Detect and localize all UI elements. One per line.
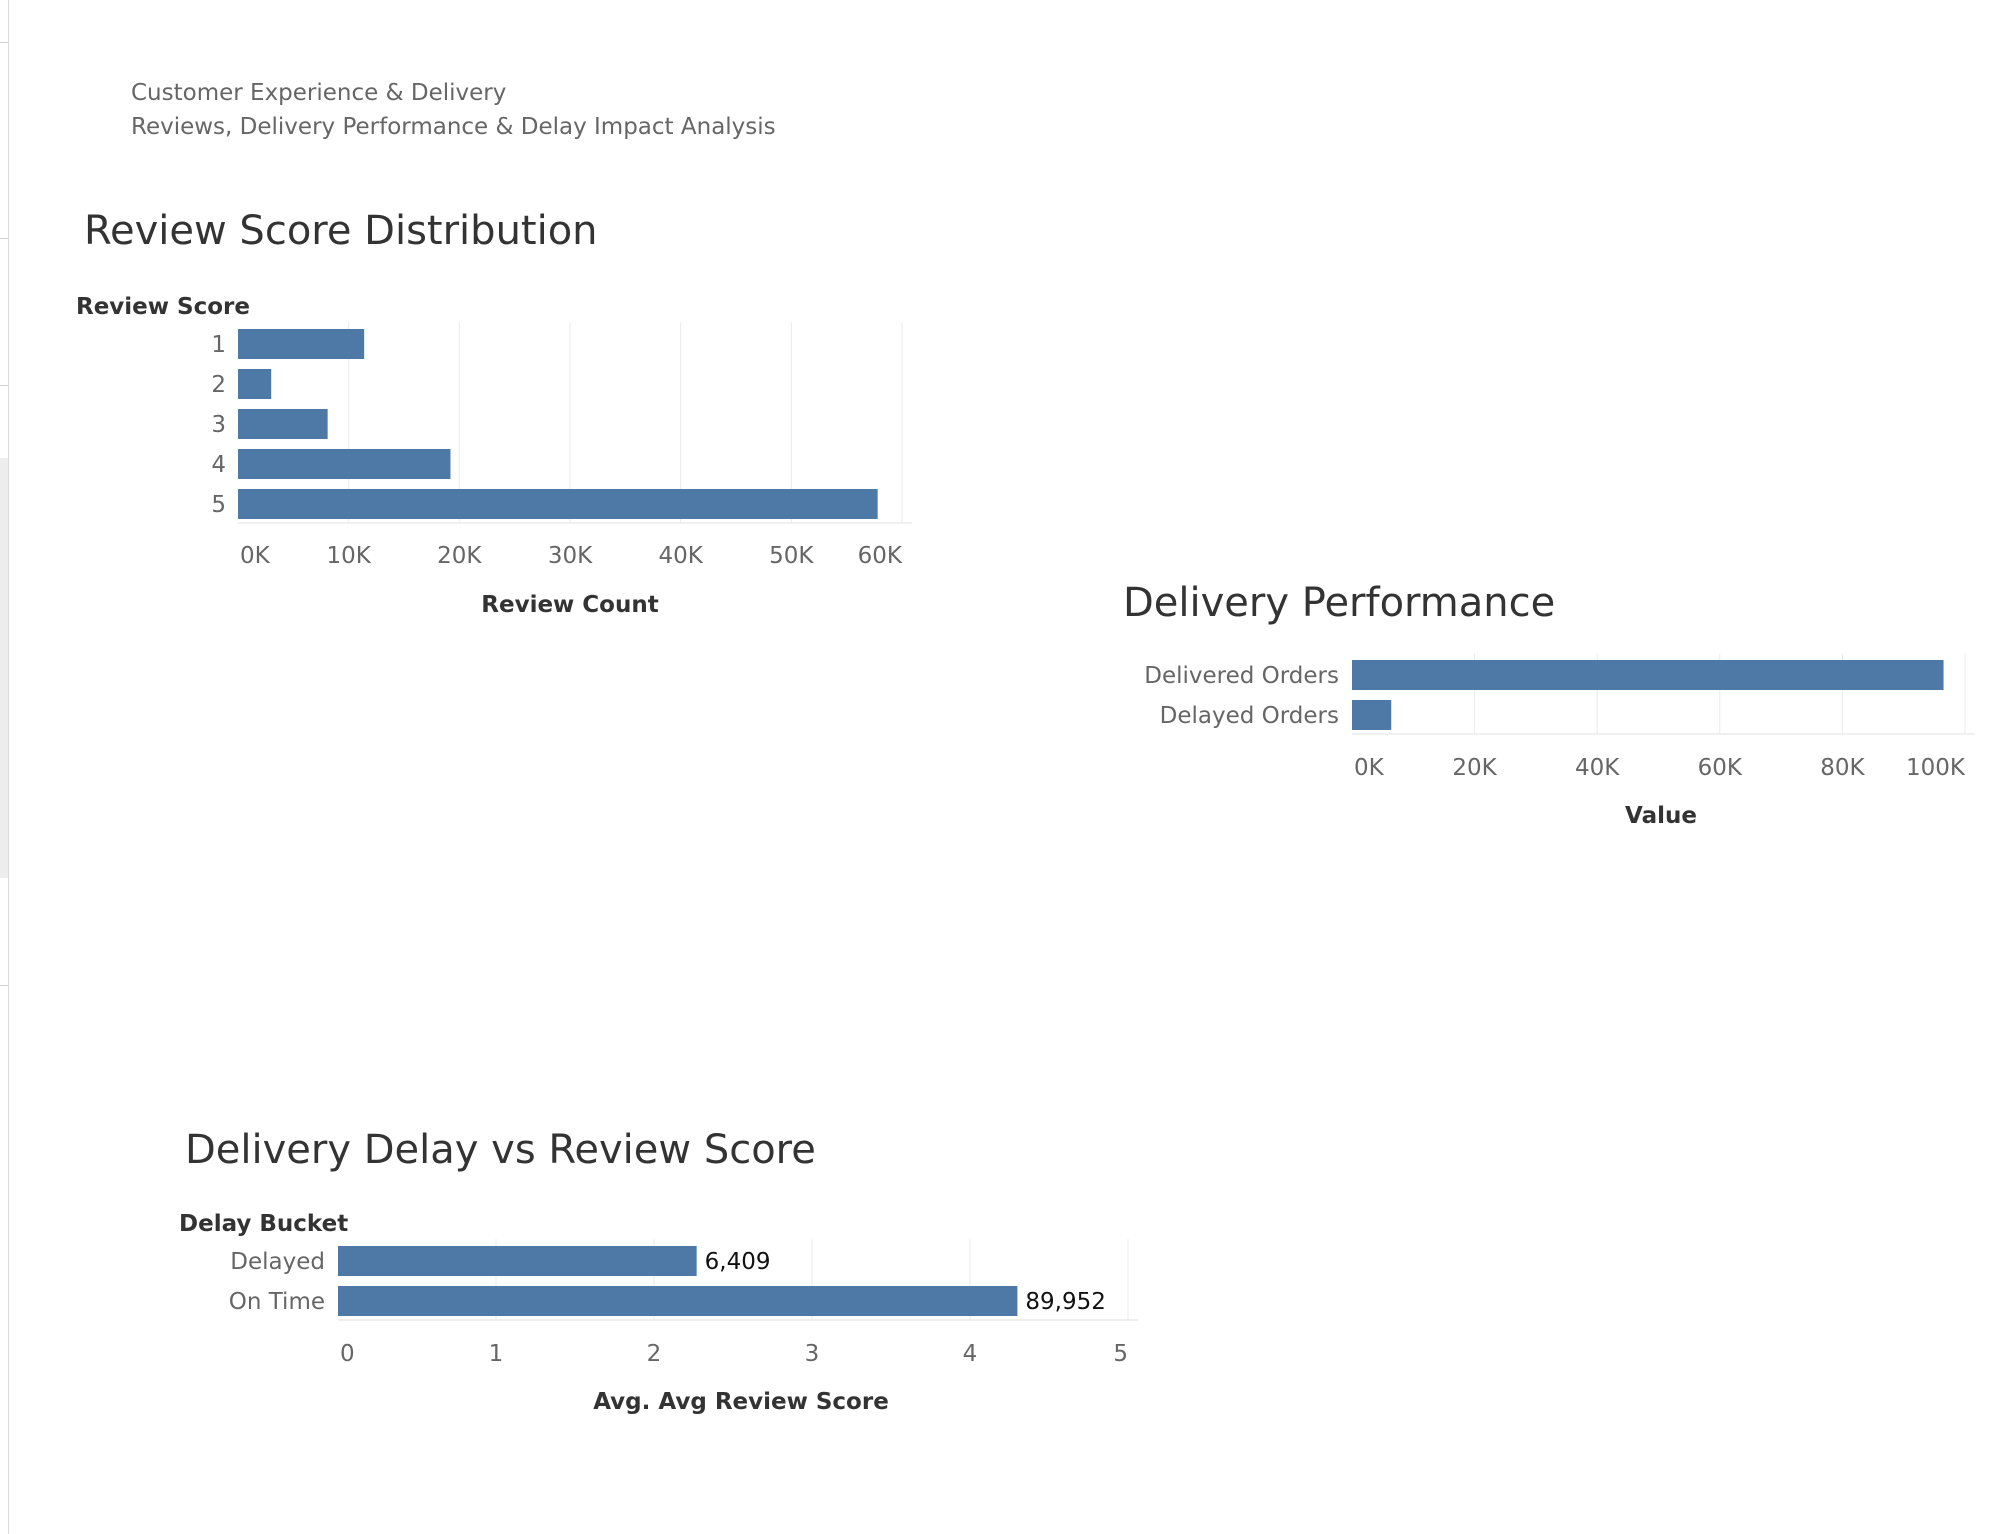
bar [338, 1286, 1018, 1316]
x-tick-label: 60K [1698, 755, 1743, 781]
category-label: Delayed Orders [1160, 703, 1339, 729]
bar [338, 1246, 697, 1276]
x-tick-label: 30K [548, 543, 593, 569]
x-tick-label: 20K [1452, 755, 1497, 781]
category-label: On Time [229, 1289, 325, 1315]
bar [1352, 660, 1944, 690]
x-tick-label: 40K [658, 543, 703, 569]
bar [238, 329, 365, 359]
bar [238, 369, 272, 399]
bar [1352, 700, 1392, 730]
x-tick-label: 3 [805, 1341, 820, 1367]
rail-divider [0, 385, 8, 386]
x-tick-label: 50K [769, 543, 814, 569]
category-label: 4 [211, 452, 226, 478]
x-tick-label: 0 [340, 1341, 355, 1367]
left-rail [0, 0, 9, 1534]
x-axis-title: Review Count [481, 592, 658, 618]
category-label: 5 [211, 492, 226, 518]
x-tick-label: 0K [1354, 755, 1385, 781]
x-tick-label: 60K [858, 543, 903, 569]
rail-divider [0, 985, 8, 986]
rail-divider [0, 42, 8, 43]
dashboard-title: Customer Experience & Delivery [131, 80, 507, 106]
bar [238, 489, 878, 519]
x-tick-label: 5 [1113, 1341, 1128, 1367]
category-label: 2 [211, 372, 226, 398]
bar [238, 409, 328, 439]
data-label: 89,952 [1025, 1289, 1105, 1315]
data-label: 6,409 [705, 1249, 771, 1275]
category-label: 3 [211, 412, 226, 438]
x-tick-label: 4 [963, 1341, 978, 1367]
review-score-distribution-title: Review Score Distribution [84, 208, 598, 254]
x-axis-title: Avg. Avg Review Score [593, 1389, 889, 1415]
x-tick-label: 100K [1906, 755, 1966, 781]
x-tick-label: 2 [647, 1341, 662, 1367]
y-axis-title: Review Score [76, 294, 250, 320]
x-tick-label: 40K [1575, 755, 1620, 781]
x-tick-label: 10K [326, 543, 371, 569]
category-label: 1 [211, 332, 226, 358]
x-tick-label: 0K [240, 543, 271, 569]
category-label: Delivered Orders [1144, 663, 1339, 689]
rail-scroll-region [0, 458, 8, 878]
y-axis-title: Delay Bucket [179, 1211, 348, 1237]
x-axis-title: Value [1625, 803, 1697, 829]
x-tick-label: 1 [489, 1341, 504, 1367]
delivery-delay-vs-review-score-title: Delivery Delay vs Review Score [185, 1127, 816, 1173]
x-tick-label: 80K [1820, 755, 1865, 781]
category-label: Delayed [230, 1249, 325, 1275]
rail-divider [0, 238, 8, 239]
dashboard-subtitle: Reviews, Delivery Performance & Delay Im… [131, 114, 776, 140]
x-tick-label: 20K [437, 543, 482, 569]
delivery-performance-title: Delivery Performance [1123, 580, 1556, 626]
bar [238, 449, 451, 479]
